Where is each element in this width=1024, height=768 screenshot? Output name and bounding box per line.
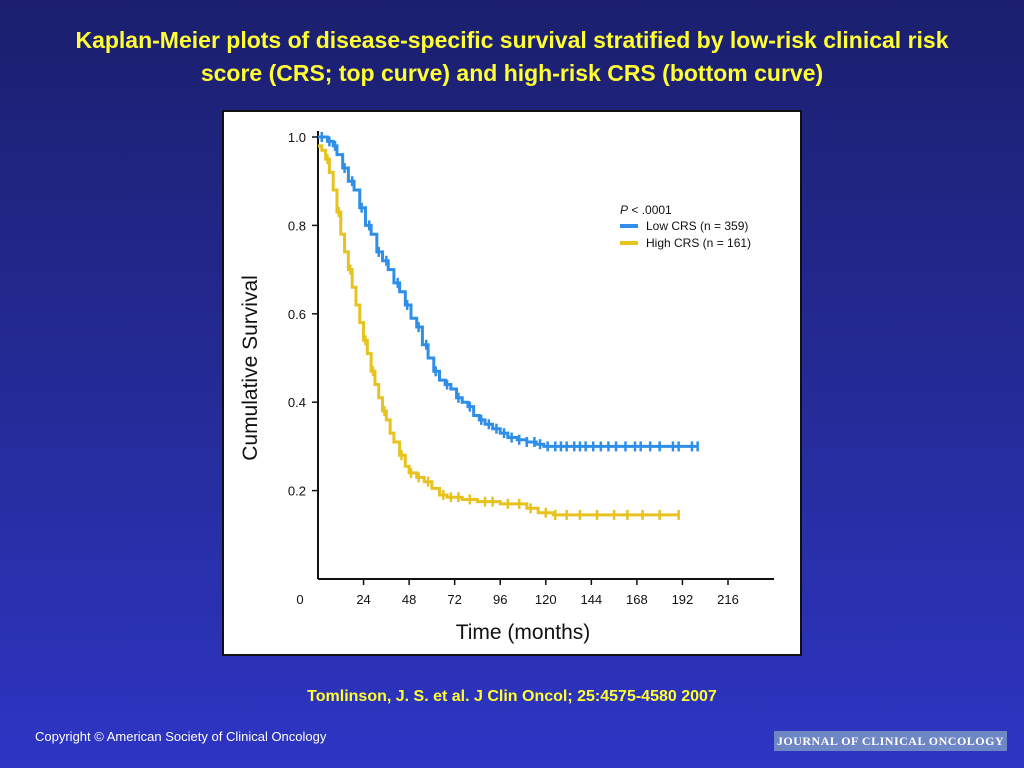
x-axis-label: Time (months) (456, 621, 591, 644)
y-axis-label: Cumulative Survival (239, 275, 262, 461)
legend-label-high-crs: High CRS (n = 161) (646, 236, 751, 250)
slide-title: Kaplan-Meier plots of disease-specific s… (0, 24, 1024, 90)
x-tick-label: 144 (580, 592, 602, 607)
y-tick-label: 0.8 (288, 218, 306, 233)
km-chart: 0.2 0.4 0.6 0.8 1.0 0 24 48 72 96 120 144 168 192 216 T… (239, 130, 774, 644)
x-tick-label: 120 (535, 592, 557, 607)
x-tick-label: 0 (296, 592, 303, 607)
slide-title-line-1: Kaplan-Meier plots of disease-specific s… (75, 27, 949, 53)
series-line-low-crs (318, 135, 698, 448)
slide-title-line-2: score (CRS; top curve) and high-risk CRS… (200, 60, 824, 86)
y-tick-label: 1.0 (288, 130, 306, 145)
series-line-high-crs (318, 144, 679, 517)
citation: Tomlinson, J. S. et al. J Clin Oncol; 25… (307, 688, 717, 705)
legend-label-low-crs: Low CRS (n = 359) (646, 219, 748, 233)
y-tick-label: 0.6 (288, 307, 306, 322)
chart-panel: 0.2 0.4 0.6 0.8 1.0 0 24 48 72 96 120 144 168 192 216 T… (222, 110, 802, 656)
x-tick-label: 96 (493, 592, 507, 607)
x-tick-label: 24 (356, 592, 370, 607)
x-tick-label: 216 (717, 592, 739, 607)
journal-logo: JOURNAL OF CLINICAL ONCOLOGY (774, 731, 1007, 751)
x-tick-label: 168 (626, 592, 648, 607)
p-value-annotation: P < .0001 (620, 203, 672, 217)
x-tick-label: 48 (402, 592, 416, 607)
copyright-notice: Copyright © American Society of Clinical… (35, 729, 327, 744)
y-tick-label: 0.4 (288, 395, 306, 410)
y-tick-label: 0.2 (288, 484, 306, 499)
x-tick-label: 192 (672, 592, 694, 607)
x-tick-label: 72 (447, 592, 461, 607)
